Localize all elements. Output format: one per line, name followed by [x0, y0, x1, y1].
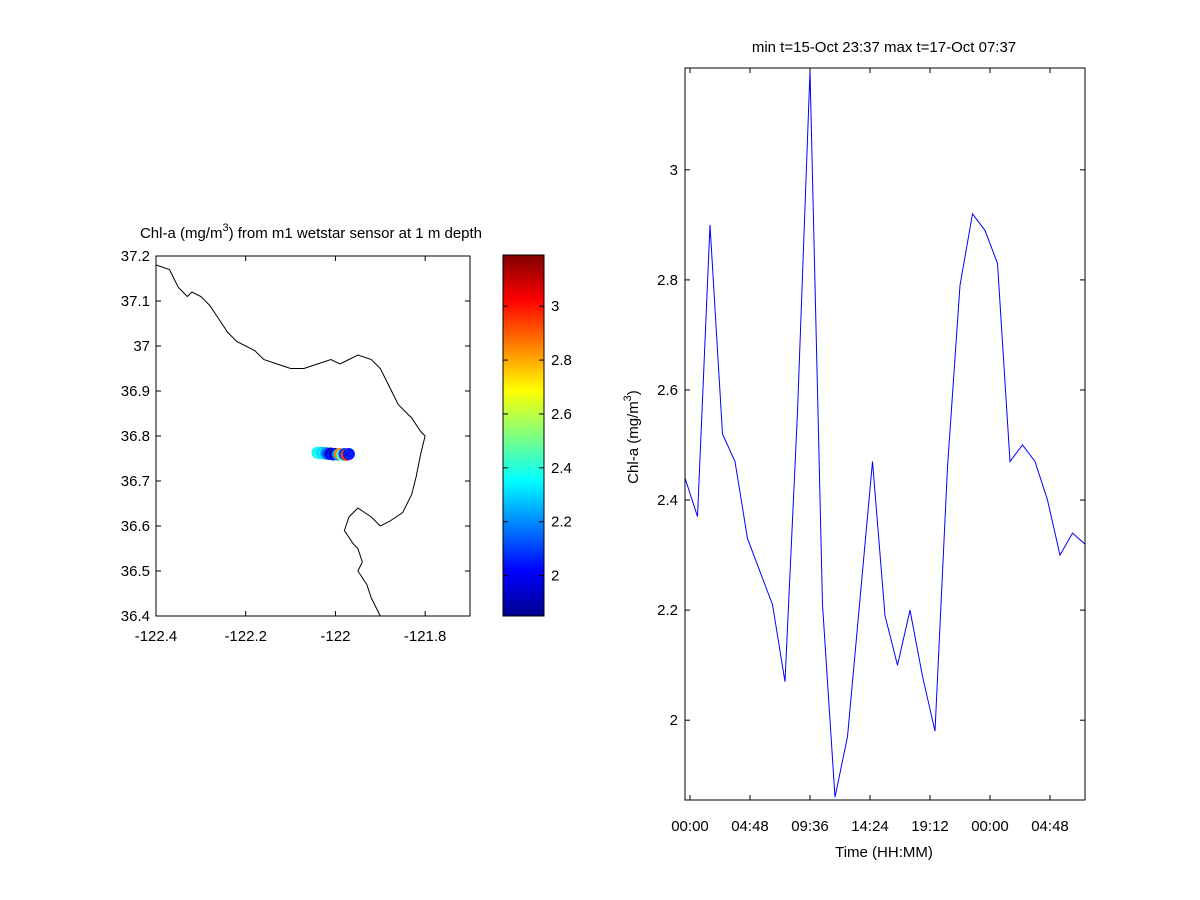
timeseries-y-tick-label: 2 — [670, 712, 678, 729]
map-y-tick-label: 36.8 — [121, 428, 150, 445]
timeseries-y-tick-label: 2.4 — [657, 492, 678, 509]
timeseries-x-tick-label: 19:12 — [911, 818, 949, 835]
coastline-path — [156, 264, 426, 616]
timeseries-xlabel: Time (HH:MM) — [835, 844, 933, 861]
timeseries-line — [685, 70, 1085, 798]
colorbar-tick-label: 2.8 — [551, 352, 572, 369]
map-y-axis: 36.4 36.5 36.6 36.7 36.8 36.9 37 37.1 37.2 — [121, 248, 470, 625]
timeseries-y-axis: 2 2.2 2.4 2.6 2.8 3 — [657, 162, 1085, 729]
map-y-tick-label: 36.6 — [121, 518, 150, 535]
colorbar-tick-label: 3 — [551, 298, 559, 315]
map-x-tick-label: -122 — [320, 628, 350, 645]
timeseries-panel: min t=15-Oct 23:37 max t=17-Oct 07:37 00… — [622, 39, 1086, 861]
map-x-tick-label: -122.2 — [224, 628, 267, 645]
timeseries-y-tick-label: 2.6 — [657, 382, 678, 399]
map-panel: Chl-a (mg/m3) from m1 wetstar sensor at … — [121, 222, 482, 645]
timeseries-x-tick-label: 04:48 — [1031, 818, 1069, 835]
map-y-tick-label: 37.1 — [121, 293, 150, 310]
map-y-tick-label: 36.4 — [121, 608, 150, 625]
map-x-axis: -122.4 -122.2 -122 -121.8 — [135, 256, 447, 645]
scatter-point — [342, 448, 355, 460]
map-x-tick-label: -122.4 — [135, 628, 178, 645]
map-title: Chl-a (mg/m3) from m1 wetstar sensor at … — [140, 222, 482, 242]
timeseries-x-tick-label: 14:24 — [851, 818, 889, 835]
colorbar-gradient — [502, 254, 545, 617]
map-x-tick-label: -121.8 — [404, 628, 447, 645]
colorbar-tick-label: 2 — [551, 568, 559, 585]
colorbar-tick-label: 2.6 — [551, 406, 572, 423]
colorbar-tick-label: 2.2 — [551, 514, 572, 531]
timeseries-x-tick-label: 09:36 — [791, 818, 829, 835]
timeseries-x-tick-label: 00:00 — [671, 818, 709, 835]
timeseries-axes-frame — [684, 67, 1086, 801]
map-y-tick-label: 36.7 — [121, 473, 150, 490]
map-y-tick-label: 37.2 — [121, 248, 150, 265]
colorbar: 2 2.2 2.4 2.6 2.8 3 — [502, 254, 572, 617]
timeseries-y-tick-label: 2.2 — [657, 602, 678, 619]
timeseries-ylabel-superscript: 3 — [622, 395, 634, 401]
timeseries-ylabel: Chl-a (mg/m3) — [622, 390, 642, 484]
timeseries-x-axis: 00:00 04:48 09:36 14:24 19:12 00:00 04:48 — [671, 68, 1069, 835]
timeseries-y-tick-label: 3 — [670, 162, 678, 179]
colorbar-tick-label: 2.4 — [551, 460, 572, 477]
coastline — [156, 264, 426, 616]
timeseries-x-tick-label: 00:00 — [971, 818, 1009, 835]
scatter-points — [311, 446, 355, 461]
map-y-tick-label: 36.9 — [121, 383, 150, 400]
map-title-superscript: 3 — [222, 222, 228, 234]
chl-a-series-line — [685, 70, 1085, 798]
map-y-tick-label: 36.5 — [121, 563, 150, 580]
timeseries-title: min t=15-Oct 23:37 max t=17-Oct 07:37 — [752, 39, 1016, 56]
map-axes-frame — [155, 255, 471, 617]
timeseries-x-tick-label: 04:48 — [731, 818, 769, 835]
colorbar-ticks: 2 2.2 2.4 2.6 2.8 3 — [503, 298, 572, 585]
map-y-tick-label: 37 — [133, 338, 150, 355]
timeseries-y-tick-label: 2.8 — [657, 272, 678, 289]
